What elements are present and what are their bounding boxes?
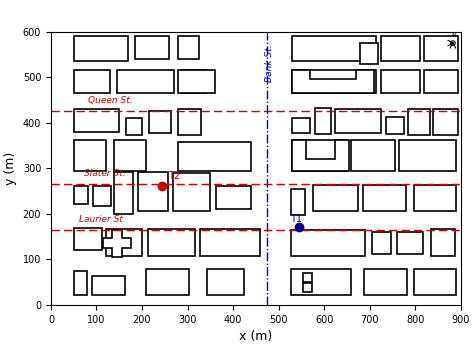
Bar: [381, 36, 419, 61]
Bar: [303, 273, 312, 282]
Bar: [381, 70, 419, 93]
Bar: [351, 140, 395, 172]
Bar: [313, 185, 358, 211]
Bar: [114, 140, 146, 172]
Bar: [146, 269, 189, 295]
Bar: [292, 118, 310, 133]
Bar: [73, 228, 102, 250]
Bar: [138, 172, 168, 211]
Bar: [200, 229, 260, 256]
Bar: [73, 186, 88, 204]
Bar: [336, 109, 381, 133]
Bar: [372, 232, 391, 254]
Bar: [73, 271, 87, 295]
Bar: [107, 229, 142, 256]
Bar: [414, 269, 456, 295]
Polygon shape: [103, 230, 131, 257]
Bar: [303, 283, 312, 292]
Bar: [424, 36, 458, 61]
Y-axis label: y (m): y (m): [4, 151, 17, 185]
Bar: [178, 142, 251, 172]
Bar: [149, 111, 171, 133]
Bar: [363, 185, 406, 211]
Bar: [292, 269, 351, 295]
Bar: [73, 70, 110, 93]
Bar: [291, 189, 304, 215]
Bar: [93, 186, 110, 206]
Bar: [92, 276, 125, 295]
Bar: [292, 230, 365, 256]
Bar: [73, 140, 107, 172]
Bar: [414, 185, 456, 211]
Bar: [433, 109, 458, 135]
Bar: [178, 36, 199, 59]
Polygon shape: [292, 140, 349, 172]
Bar: [361, 43, 378, 64]
Bar: [399, 140, 456, 172]
Bar: [207, 269, 244, 295]
Bar: [181, 70, 206, 93]
Bar: [292, 140, 347, 172]
Text: Bank St.: Bank St.: [265, 45, 274, 82]
Bar: [431, 229, 455, 256]
Bar: [397, 232, 423, 254]
Bar: [216, 186, 251, 209]
X-axis label: x (m): x (m): [239, 330, 273, 343]
Text: T1: T1: [290, 214, 302, 224]
Bar: [408, 109, 430, 135]
Text: Laurier St.: Laurier St.: [79, 215, 126, 224]
Bar: [117, 70, 174, 93]
Bar: [315, 108, 331, 134]
Bar: [148, 229, 195, 256]
Bar: [292, 36, 376, 61]
Bar: [135, 36, 169, 59]
Bar: [114, 172, 133, 214]
Bar: [424, 70, 458, 93]
Bar: [73, 36, 128, 61]
Polygon shape: [178, 70, 215, 93]
Bar: [173, 173, 210, 211]
Text: Queen St.: Queen St.: [88, 97, 133, 106]
Bar: [126, 118, 142, 135]
Bar: [73, 109, 119, 132]
Bar: [292, 70, 376, 93]
Text: N: N: [451, 33, 456, 38]
Polygon shape: [292, 70, 374, 93]
Bar: [385, 117, 404, 134]
Text: Slater St.: Slater St.: [84, 169, 125, 178]
Text: T2: T2: [168, 171, 180, 181]
Bar: [178, 109, 201, 135]
Bar: [364, 269, 407, 295]
